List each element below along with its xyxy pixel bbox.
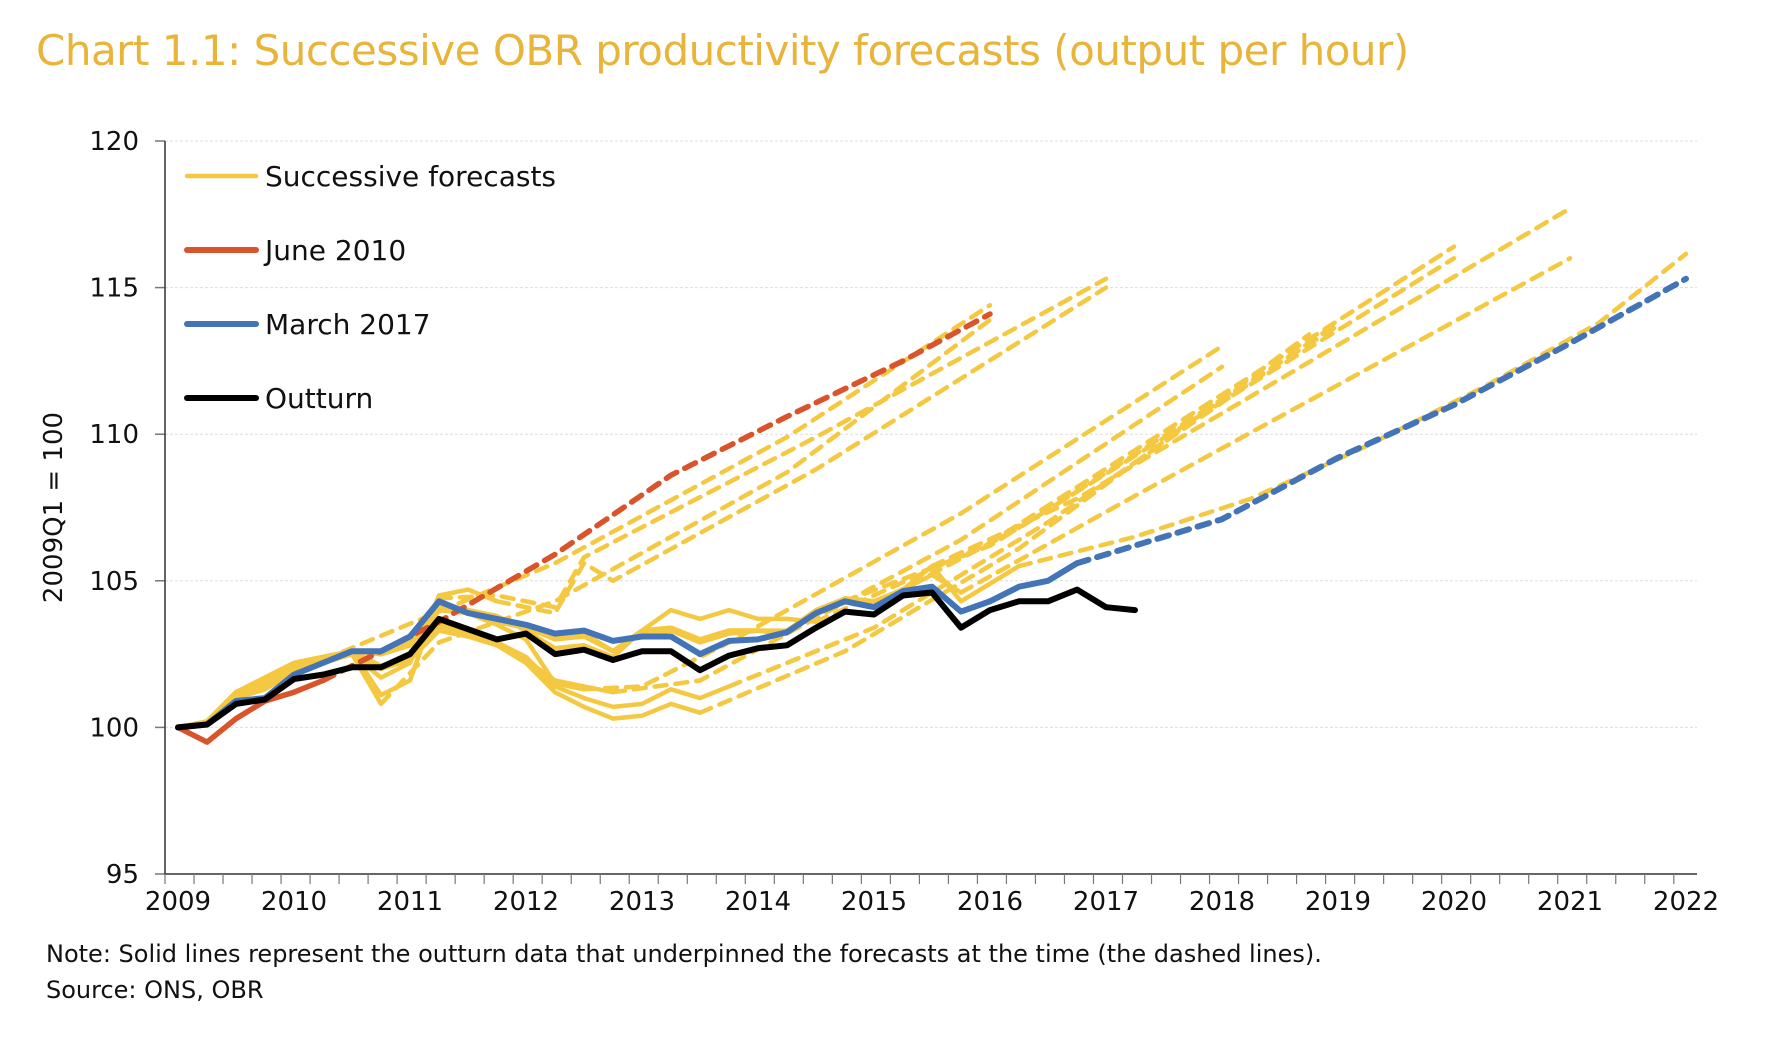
- chart-source: Source: ONS, OBR: [46, 976, 264, 1004]
- x-tick-label: 2017: [1073, 887, 1139, 917]
- chart-title: Chart 1.1: Successive OBR productivity f…: [36, 26, 1409, 75]
- legend-label-successive-forecasts: Successive forecasts: [265, 160, 556, 193]
- june-2010-history-line: [175, 677, 326, 745]
- successive-forecast-12-forecast-line: [929, 206, 1573, 569]
- successive-forecast-4-forecast-line: [494, 285, 1109, 616]
- successive-forecast-8-history-line: [175, 625, 732, 730]
- x-tick-label: 2019: [1305, 887, 1371, 917]
- x-tick-label: 2011: [377, 887, 443, 917]
- march-2017-forecast-line: [1074, 275, 1689, 567]
- x-tick-label: 2016: [957, 887, 1023, 917]
- x-tick-label: 2012: [493, 887, 559, 917]
- x-tick-label: 2010: [261, 887, 327, 917]
- march-2017-history-line: [175, 560, 1080, 731]
- x-tick-label: 2009: [145, 887, 211, 917]
- successive-forecast-5-forecast-line: [581, 343, 1225, 692]
- y-axis-label: 2009Q1 = 100: [39, 412, 69, 603]
- x-tick-label: 2018: [1189, 887, 1255, 917]
- y-tick-label: 110: [89, 420, 139, 450]
- y-tick-label: 100: [89, 713, 139, 743]
- x-tick-label: 2013: [609, 887, 675, 917]
- successive-forecast-7-forecast-line: [697, 332, 1312, 715]
- legend-label-march-2017: March 2017: [265, 308, 431, 341]
- legend-label-june-2010: June 2010: [263, 234, 406, 267]
- chart-note: Note: Solid lines represent the outturn …: [46, 940, 1322, 968]
- successive-forecast-2-forecast-line: [378, 317, 993, 707]
- x-tick-label: 2020: [1421, 887, 1487, 917]
- y-tick-label: 95: [106, 860, 139, 890]
- successive-forecast-13-forecast-line: [958, 256, 1573, 595]
- successive-forecast-10-forecast-line: [842, 256, 1457, 604]
- x-tick-label: 2022: [1653, 887, 1719, 917]
- x-tick-label: 2014: [725, 887, 791, 917]
- outturn-history-line: [175, 586, 1138, 731]
- x-tick-label: 2015: [841, 887, 907, 917]
- y-tick-label: 115: [89, 274, 139, 304]
- y-tick-label: 120: [89, 127, 139, 157]
- y-tick-label: 105: [89, 567, 139, 597]
- successive-forecast-8-forecast-line: [726, 320, 1341, 689]
- x-tick-label: 2021: [1537, 887, 1603, 917]
- legend-label-outturn: Outturn: [265, 382, 373, 415]
- successive-forecast-14-history-line: [175, 563, 1022, 730]
